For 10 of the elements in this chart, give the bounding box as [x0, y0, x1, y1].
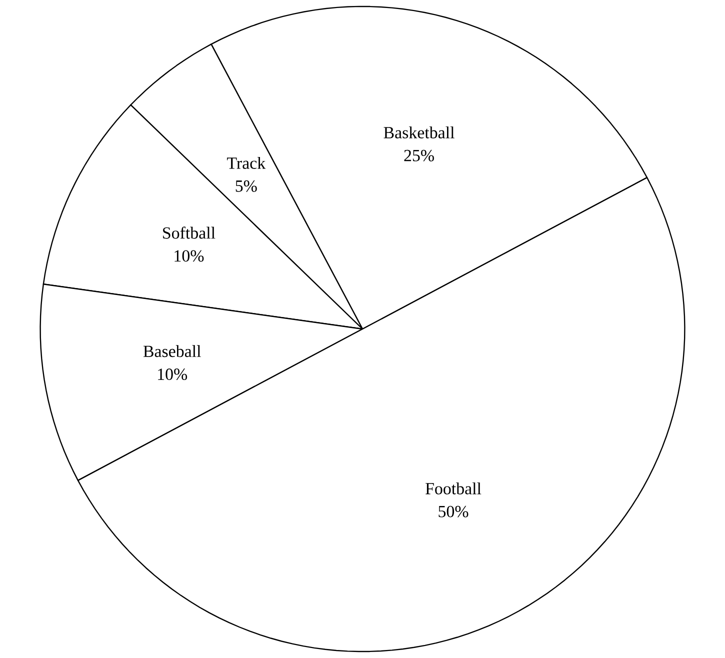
- slice-label: Basketball: [384, 126, 454, 138]
- data-label: 5%: [236, 180, 257, 192]
- data-label: 10%: [158, 368, 188, 380]
- slice-label: Softball: [163, 226, 216, 239]
- data-label: 50%: [438, 506, 468, 518]
- data-label: 25%: [404, 150, 434, 162]
- slice-label: Football: [426, 482, 482, 494]
- slice-label: Baseball: [143, 345, 201, 358]
- slice-label: Track: [227, 156, 266, 169]
- data-label: 10%: [174, 250, 204, 262]
